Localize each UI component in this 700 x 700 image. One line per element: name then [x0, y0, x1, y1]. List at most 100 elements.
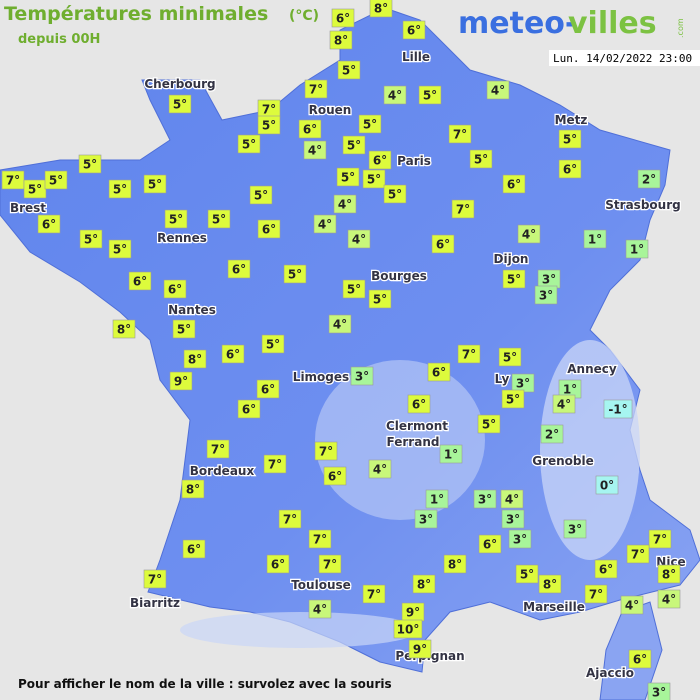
temp-label: 4°: [522, 228, 536, 242]
temp-label: 9°: [406, 606, 420, 620]
temp-label: 7°: [319, 445, 333, 459]
temp-box: [342, 135, 366, 155]
temp-box: [552, 394, 576, 414]
timestamp: Lun. 14/02/2022 23:00: [553, 52, 692, 65]
city-name: Ajaccio: [586, 666, 634, 680]
temp-label: 8°: [334, 34, 348, 48]
temp-box: [515, 564, 539, 584]
city-name: Metz: [555, 113, 588, 127]
temp-label: 6°: [328, 470, 342, 484]
temp-box: [508, 529, 532, 549]
logo-suffix: .com: [676, 18, 685, 38]
temp-label: 6°: [303, 123, 317, 137]
temp-label: 6°: [507, 178, 521, 192]
temp-label: 5°: [177, 323, 191, 337]
temp-label: 0°: [600, 479, 614, 493]
city-name: Grenoble: [532, 454, 594, 468]
temp-label: 1°: [444, 448, 458, 462]
city-name: Annecy: [567, 362, 617, 376]
temp-label: 5°: [84, 233, 98, 247]
temp-label: 3°: [355, 370, 369, 384]
city-name: Bourges: [371, 269, 427, 283]
temp-label: 5°: [347, 283, 361, 297]
temp-box: [538, 574, 562, 594]
title: Températures minimales: [4, 3, 268, 25]
temp-box: [237, 399, 261, 419]
temp-box: [368, 150, 392, 170]
temp-box: [478, 534, 502, 554]
timestamp-box: [549, 50, 700, 66]
temp-box: [329, 30, 353, 50]
temp-label: 5°: [266, 338, 280, 352]
temp-label: 4°: [557, 398, 571, 412]
temp-label: 6°: [336, 12, 350, 26]
temp-box: [407, 394, 431, 414]
temp-label: 5°: [423, 89, 437, 103]
temp-label: 5°: [28, 183, 42, 197]
temp-label: 4°: [491, 84, 505, 98]
temp-box: [628, 649, 652, 669]
temp-box: [498, 347, 522, 367]
temp-label: 5°: [342, 64, 356, 78]
temp-label: 5°: [482, 418, 496, 432]
temp-label: 2°: [642, 173, 656, 187]
temp-box: [257, 115, 281, 135]
temp-label: 7°: [6, 174, 20, 188]
temp-label: 9°: [174, 375, 188, 389]
temp-label: -1°: [608, 403, 627, 417]
temp-label: 6°: [187, 543, 201, 557]
temp-box: [143, 174, 167, 194]
temp-label: 7°: [268, 458, 282, 472]
temp-label: 6°: [599, 563, 613, 577]
temp-label: 4°: [333, 318, 347, 332]
temp-box: [44, 170, 68, 190]
temp-label: 8°: [117, 323, 131, 337]
temp-label: 5°: [254, 189, 268, 203]
city-name: Rennes: [157, 231, 207, 245]
temp-box: [163, 279, 187, 299]
temp-label: 5°: [474, 153, 488, 167]
temp-box: [347, 229, 371, 249]
temp-box: [657, 589, 681, 609]
temp-box: [418, 85, 442, 105]
temp-box: [501, 389, 525, 409]
temp-box: [431, 234, 455, 254]
temp-box: [78, 154, 102, 174]
temp-label: 5°: [113, 243, 127, 257]
temp-label: 8°: [543, 578, 557, 592]
temp-label: 7°: [148, 573, 162, 587]
city-name: Marseille: [523, 600, 585, 614]
temp-box: [249, 185, 273, 205]
temp-label: 6°: [412, 398, 426, 412]
temp-box: [383, 85, 407, 105]
temp-label: 7°: [313, 533, 327, 547]
temp-box: [303, 140, 327, 160]
temp-box: [308, 599, 332, 619]
temp-label: 8°: [417, 578, 431, 592]
temp-box: [517, 224, 541, 244]
temp-label: 6°: [432, 366, 446, 380]
temp-label: 10°: [397, 623, 420, 637]
temp-box: [594, 559, 618, 579]
temp-box: [263, 454, 287, 474]
temp-box: [37, 214, 61, 234]
temp-label: 4°: [505, 493, 519, 507]
temp-box: [112, 319, 136, 339]
temp-box: [368, 459, 392, 479]
temp-label: 5°: [363, 118, 377, 132]
temp-box: [172, 319, 196, 339]
temp-box: [603, 399, 633, 419]
temp-box: [502, 174, 526, 194]
temp-label: 5°: [148, 178, 162, 192]
temp-label: 3°: [513, 533, 527, 547]
city-name: Clermont: [386, 419, 448, 433]
city-name: Dijon: [494, 252, 529, 266]
temp-label: 4°: [625, 599, 639, 613]
temp-label: 4°: [352, 233, 366, 247]
city-name: Ly: [495, 372, 510, 386]
temp-label: 7°: [462, 348, 476, 362]
temp-box: [402, 20, 426, 40]
temp-label: 7°: [211, 443, 225, 457]
temp-box: [362, 169, 386, 189]
